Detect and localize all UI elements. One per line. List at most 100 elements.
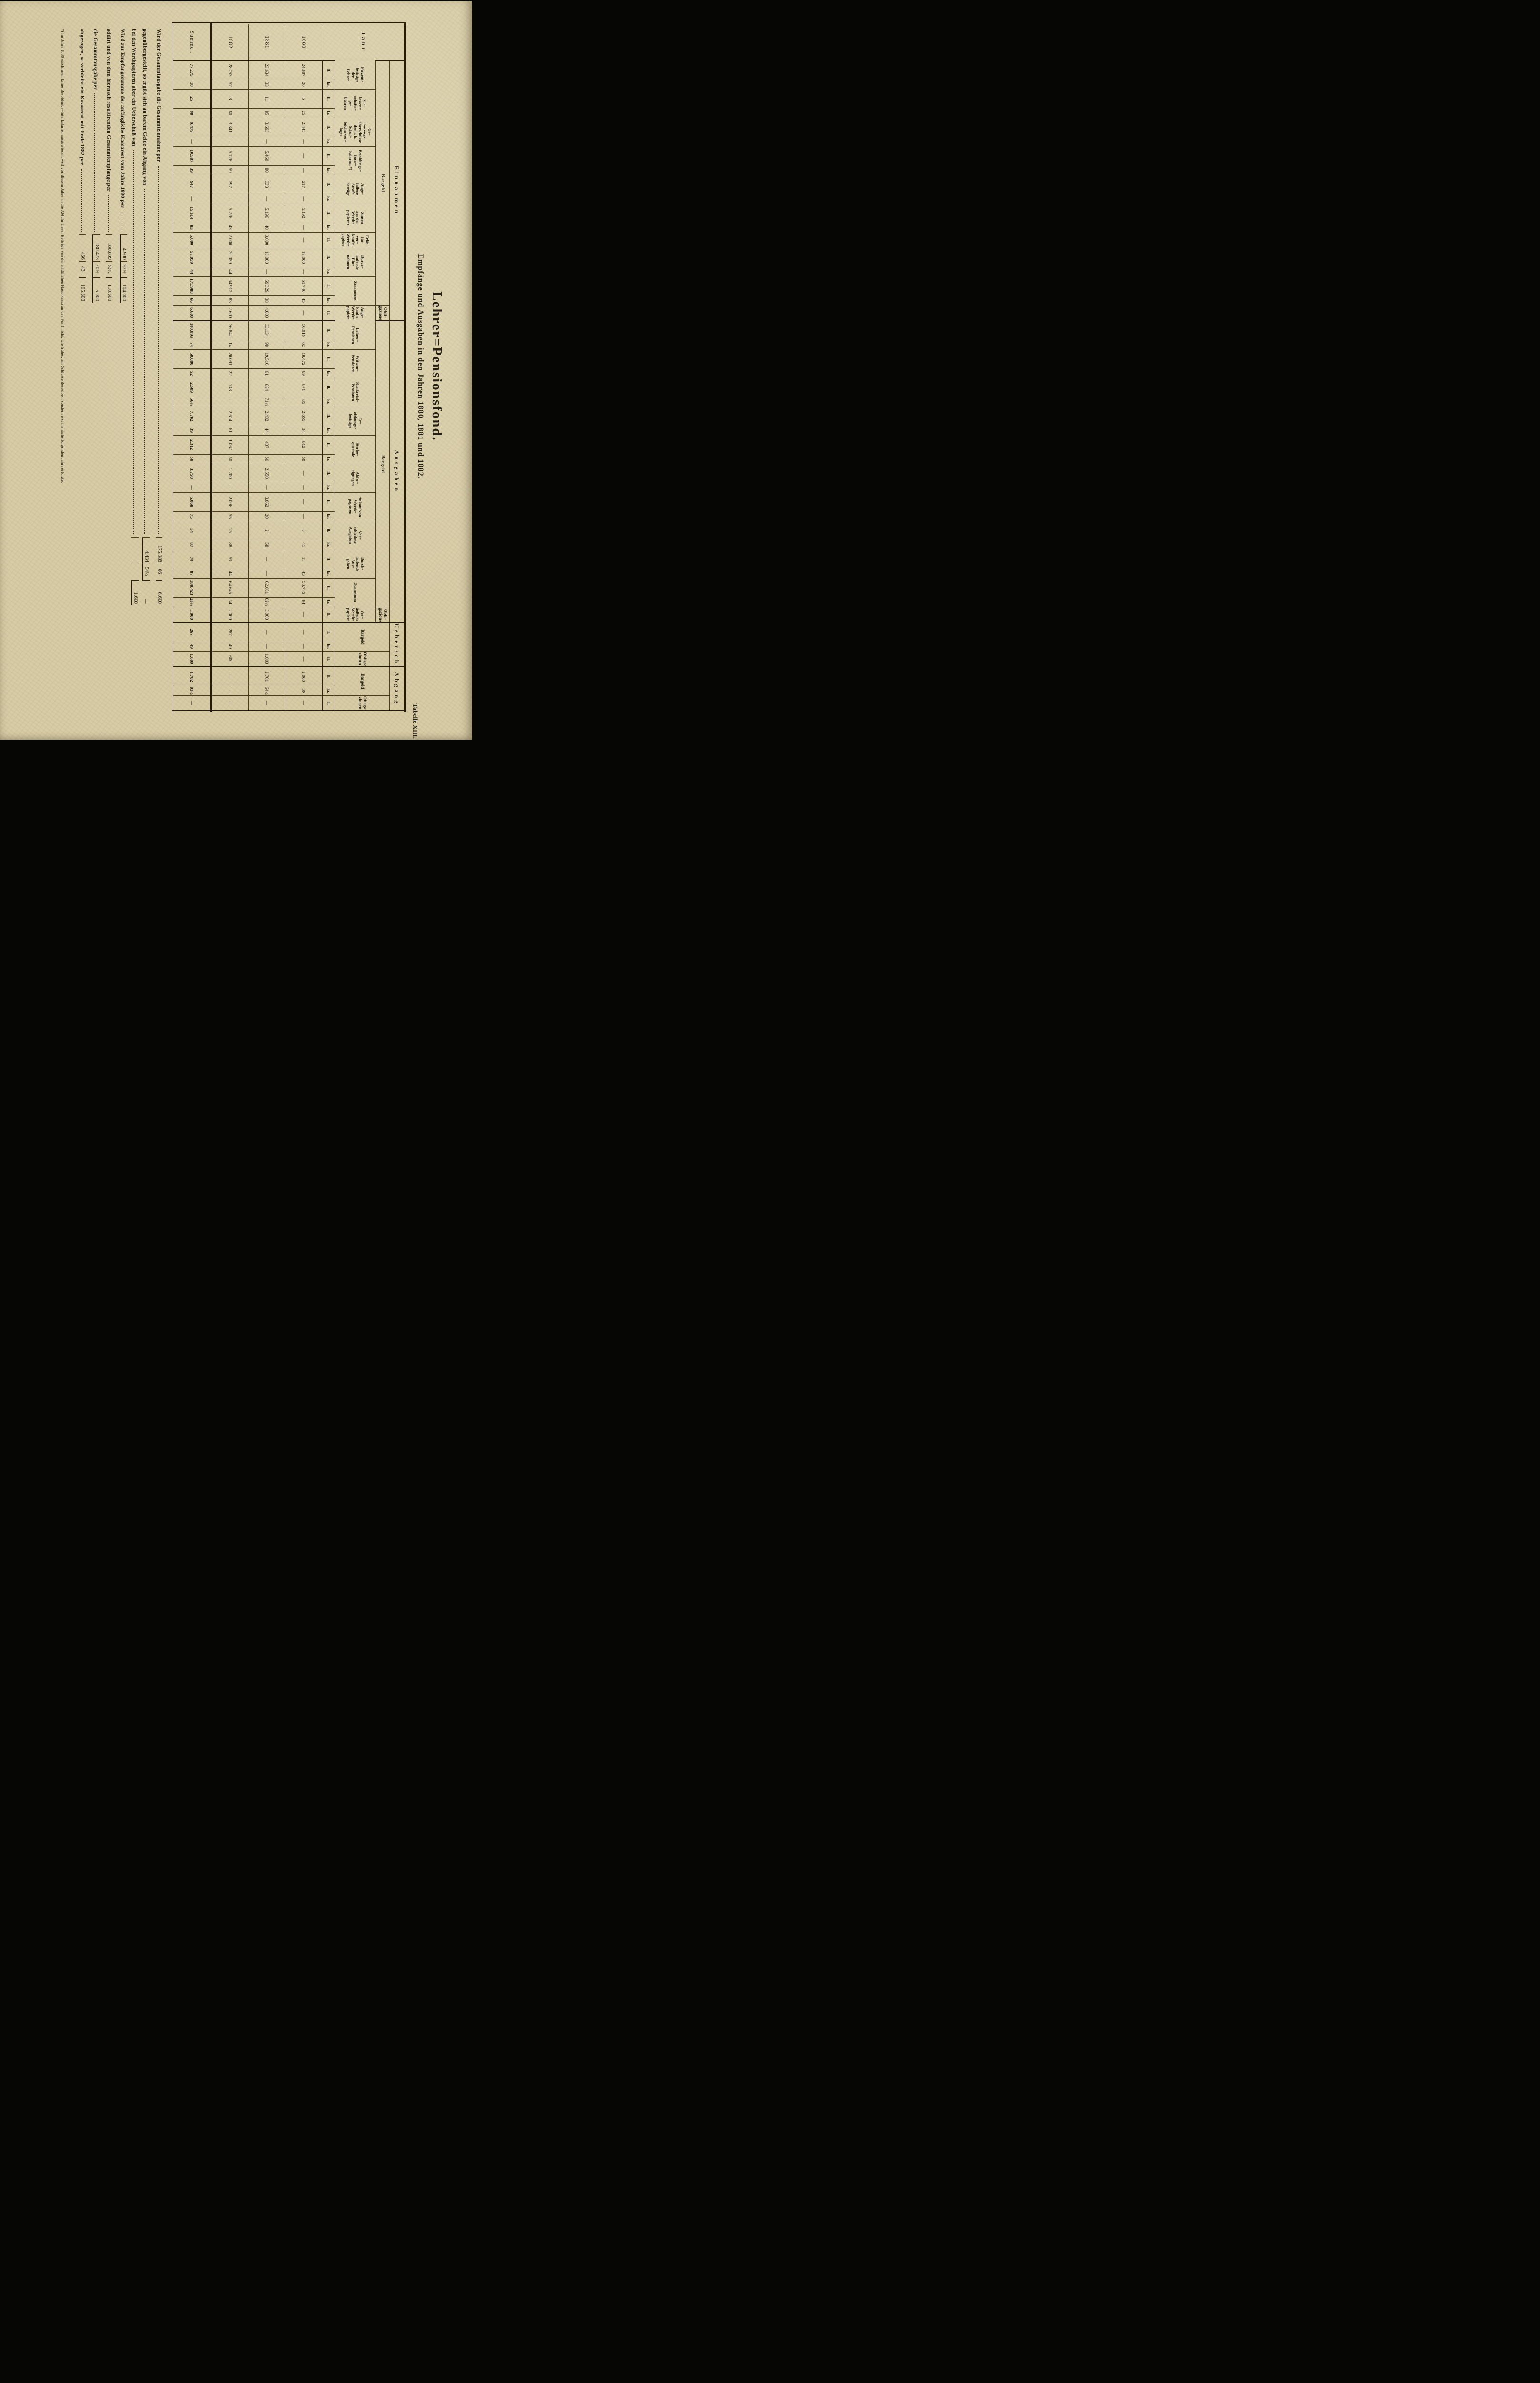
data-cell: 51.746 — [285, 276, 322, 295]
data-cell: — — [172, 483, 211, 493]
data-cell: 33 — [248, 80, 285, 89]
data-cell: 1.000 — [248, 651, 285, 667]
data-cell: 3.693 — [248, 118, 285, 137]
data-cell: 175.988 — [172, 276, 211, 295]
column-header: Konkretal= Pensionen — [335, 378, 376, 407]
data-cell: 2 — [248, 521, 285, 540]
data-cell: 1.600 — [172, 651, 211, 667]
data-cell: — — [285, 305, 322, 321]
data-cell: — — [285, 223, 322, 232]
unit-label: fl. — [322, 276, 335, 295]
data-cell: — — [248, 267, 285, 276]
unit-label: fl. — [322, 607, 335, 623]
data-cell: 64.645 — [211, 578, 249, 598]
summary-amounts: 466 43 105.600 — [79, 234, 86, 303]
data-cell: 56½ — [172, 397, 211, 407]
subgroup-header: Obli= gazionen — [375, 607, 390, 623]
data-cell: 600 — [211, 651, 249, 667]
column-header: Durch= laufende Aus= gaben — [335, 550, 376, 579]
pension-fund-table: Jahr Einnahmen Ausgaben Ueberschüsse Abgang B… — [172, 22, 406, 713]
unit-label: fl. — [322, 248, 335, 267]
data-cell: 4.702 — [172, 667, 211, 686]
unit-label: kr. — [322, 397, 335, 407]
table-row: 1880 24.887 20 5 25 2.445— — —217—5.192— —19.000… — [285, 23, 322, 712]
unit-label: kr. — [322, 194, 335, 204]
data-cell: 57.059 — [172, 248, 211, 267]
unit-label: kr. — [322, 165, 335, 175]
unit-label: fl. — [322, 89, 335, 108]
data-cell: 39 — [172, 165, 211, 175]
data-cell: — — [285, 232, 322, 248]
data-cell: 2.509 — [172, 378, 211, 397]
data-cell: 23.634 — [248, 61, 285, 80]
data-cell: 39 — [285, 686, 322, 696]
data-cell: 3.341 — [211, 118, 249, 137]
unit-label: fl. — [322, 464, 335, 483]
summary-amounts: 180.423 20½ 5.000 — [92, 234, 100, 303]
data-cell: — — [248, 483, 285, 493]
data-cell: — — [285, 511, 322, 521]
data-cell: 2.701 — [248, 667, 285, 686]
data-cell: — — [211, 695, 249, 712]
data-cell: 02½ — [248, 597, 285, 607]
column-header: Lehrer= Pensionen — [335, 321, 376, 350]
data-cell: — — [211, 686, 249, 696]
unit-label: kr. — [322, 137, 335, 146]
table-row: 1881 23.634 33 11 85 3.693—5.460 80 333—5.196 40… — [248, 23, 285, 712]
column-header: Ange= kaufte Werth= papiere — [335, 305, 376, 321]
data-cell: — — [248, 622, 285, 642]
unit-label: fl. — [322, 204, 335, 223]
page-title: Lehrer=Pensionsfond. — [429, 291, 445, 441]
data-cell: — — [285, 607, 322, 623]
summary-line: Wird zur Empfangssumme der anfängliche K… — [120, 29, 130, 303]
data-cell: 74 — [172, 340, 211, 350]
data-cell: 70 — [172, 550, 211, 569]
data-cell: 58.080 — [172, 349, 211, 369]
data-cell: 333 — [248, 175, 285, 194]
group-header-einnahmen: Einnahmen — [389, 61, 405, 321]
data-cell: 34 — [211, 597, 249, 607]
data-cell: 50 — [248, 454, 285, 464]
data-cell: 5 — [285, 89, 322, 108]
data-cell: 25 — [172, 89, 211, 108]
data-cell: — — [285, 146, 322, 165]
data-cell: — — [211, 137, 249, 146]
data-cell: 80 — [211, 108, 249, 118]
data-cell: 397 — [211, 175, 249, 194]
data-cell: 83 — [211, 295, 249, 305]
summary-amount-afl: 466 — [80, 252, 86, 260]
column-header: Bargeld — [335, 667, 390, 696]
data-cell: — — [211, 483, 249, 493]
unit-label: fl. — [322, 146, 335, 165]
unit-label: kr. — [322, 569, 335, 579]
data-cell: 19.516 — [248, 349, 285, 369]
data-cell: 5.226 — [211, 204, 249, 223]
summary-amounts: 180.889 63½ 110.600 — [106, 234, 112, 303]
data-cell: 25 — [211, 521, 249, 540]
unit-label: kr. — [322, 483, 335, 493]
data-cell: 80 — [248, 165, 285, 175]
summary-amount-akr: 20½ — [92, 261, 100, 277]
unit-label: kr. — [322, 454, 335, 464]
data-cell: — — [248, 642, 285, 652]
row-year-label: 1881 — [248, 23, 285, 61]
summary-line-text: addirt und von dem hiernach resultirende… — [106, 29, 111, 192]
summary-line: abgezogen, so verbleibt ein Kassarest mi… — [79, 29, 90, 303]
data-cell: 34 — [172, 521, 211, 540]
data-cell: 50 — [172, 454, 211, 464]
unit-label: kr. — [322, 642, 335, 652]
subgroup-header: Obli= gazionen — [375, 305, 390, 321]
data-cell: — — [248, 194, 285, 204]
data-cell: 71½ — [248, 397, 285, 407]
unit-label: kr. — [322, 295, 335, 305]
group-header-ueberschüsse: Ueberschüsse — [389, 622, 405, 667]
column-header: Ver= schiedene Ausgaben — [335, 521, 376, 550]
data-cell: 3.062 — [248, 492, 285, 512]
data-cell: 98 — [248, 340, 285, 350]
rotated-landscape-sheet: Lehrer=Pensionsfond. Empfänge und Ausgab… — [0, 1, 472, 740]
summary-line-text: gegenübergestellt, so ergibt sich an bar… — [142, 29, 148, 185]
column-header: Perzent= beiträge der Lehrer — [335, 61, 376, 89]
data-cell: 62 — [285, 340, 322, 350]
data-cell: 267 — [211, 622, 249, 642]
unit-label: fl. — [322, 118, 335, 137]
